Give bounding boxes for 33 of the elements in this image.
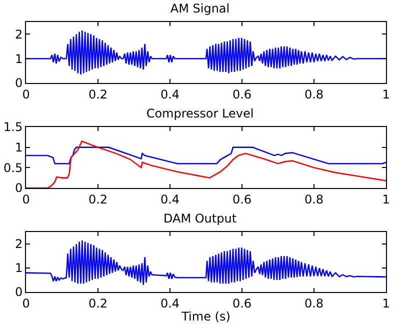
y-tick-label: 0 xyxy=(14,285,23,300)
x-axis-title: Time (s) xyxy=(180,309,230,324)
chart-title: AM Signal xyxy=(170,1,230,16)
x-tick-label: 0.4 xyxy=(160,87,180,102)
x-tick-label: 0.4 xyxy=(160,192,180,206)
x-tick-label: 0.4 xyxy=(160,296,180,310)
y-tick-label: 1 xyxy=(14,52,23,66)
x-tick-label: 0.6 xyxy=(232,296,252,310)
y-tick-label: 0.5 xyxy=(4,160,23,175)
line-series xyxy=(26,30,386,76)
x-tick-label: 1 xyxy=(382,87,390,102)
x-tick-label: 0.8 xyxy=(304,296,324,310)
y-tick-label: 2 xyxy=(14,27,23,42)
y-tick-label: 1.5 xyxy=(4,120,23,134)
x-tick-label: 0.2 xyxy=(88,87,108,102)
x-tick-label: 0.6 xyxy=(232,192,252,206)
x-tick-label: 0.6 xyxy=(232,87,252,102)
line-series xyxy=(26,240,386,286)
x-tick-label: 0.8 xyxy=(304,87,324,102)
chart-title: DAM Output xyxy=(163,211,237,226)
x-tick-label: 0.2 xyxy=(88,192,108,206)
line-series xyxy=(26,140,386,188)
x-tick-label: 0.8 xyxy=(304,192,324,206)
chart-title: Compressor Level xyxy=(146,106,254,120)
x-tick-label: 1 xyxy=(382,192,390,206)
y-tick-label: 1 xyxy=(14,261,23,276)
y-tick-label: 2 xyxy=(14,237,23,252)
x-tick-label: 1 xyxy=(382,296,390,310)
y-tick-label: 0 xyxy=(14,76,23,90)
y-tick-label: 0 xyxy=(14,181,23,196)
line-series xyxy=(26,146,386,164)
y-tick-label: 1 xyxy=(14,140,23,155)
x-tick-label: 0.2 xyxy=(88,296,108,310)
